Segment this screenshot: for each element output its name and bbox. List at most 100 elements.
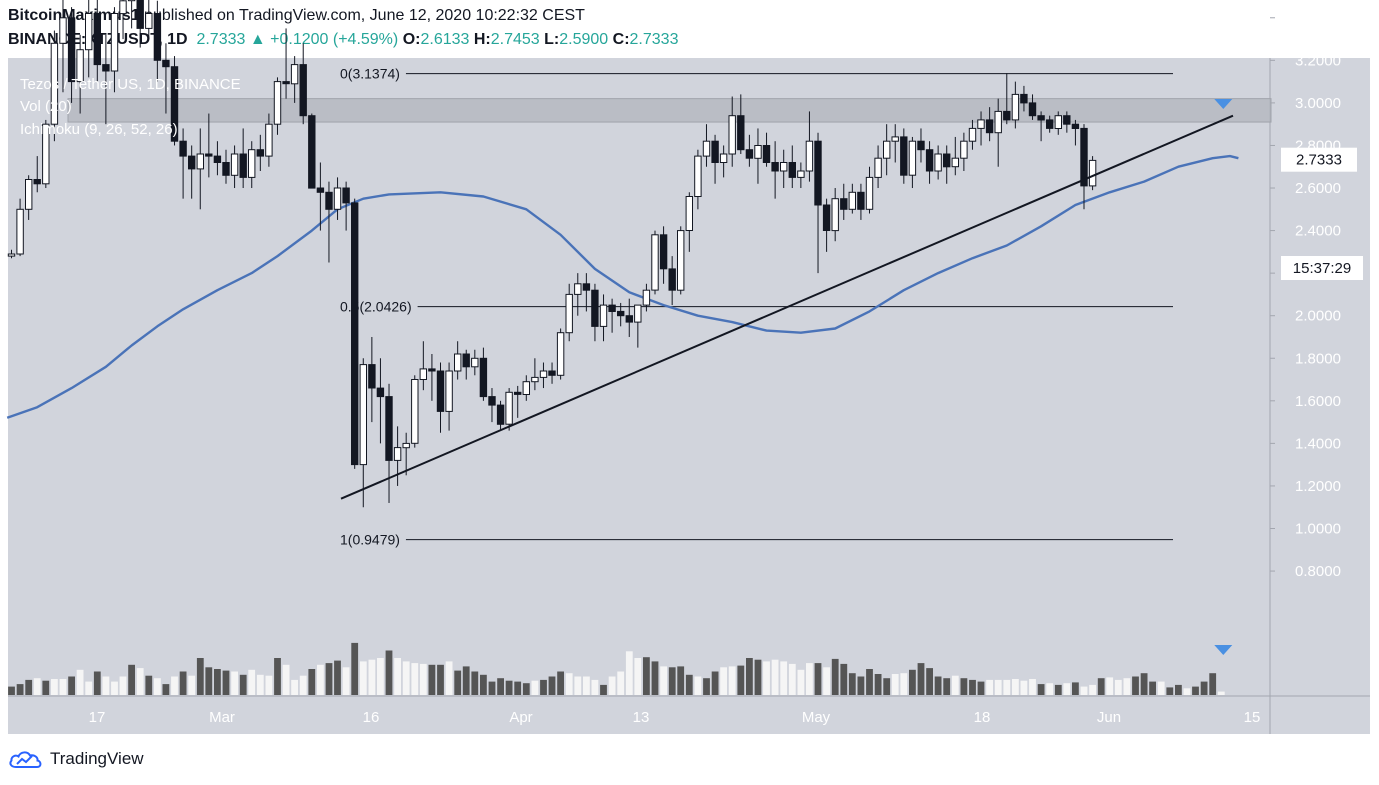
candle-body [67, 17, 76, 83]
footer-brand-text[interactable]: TradingView [50, 749, 144, 768]
candle [308, 113, 316, 189]
volume-bar [25, 679, 33, 695]
volume-bar [111, 681, 118, 695]
published-text: published on TradingView.com, June 12, 2… [144, 7, 585, 24]
candle [814, 132, 822, 274]
volume-bar [394, 658, 401, 695]
candle-body [531, 376, 539, 383]
candle-body [248, 149, 256, 178]
volume-bar [934, 676, 942, 695]
candle [351, 198, 359, 469]
candle [445, 362, 453, 431]
candle-body [634, 304, 642, 323]
candle [900, 128, 908, 184]
legend-ichimoku[interactable]: Ichimoku (9, 26, 52, 26) [20, 121, 178, 138]
volume-bar [1166, 687, 1174, 695]
candle [213, 141, 222, 176]
candle-body [771, 162, 779, 172]
candle-body [900, 136, 908, 176]
time-tick-label: 15 [1244, 709, 1261, 726]
candle-body [831, 198, 839, 232]
volume-bar [608, 676, 616, 695]
trendline [340, 114, 1234, 500]
volume-bar [162, 684, 170, 695]
candle-body [299, 64, 307, 117]
candle [642, 283, 651, 312]
candle-body [496, 404, 505, 425]
candle-body [617, 310, 625, 317]
candle [994, 98, 1002, 167]
volume-bar [179, 671, 187, 695]
candle-body [239, 153, 247, 178]
candle [934, 145, 942, 180]
volume-bar [617, 671, 625, 695]
fib-level-label: 0(3.1374) [340, 66, 400, 82]
candle-body [848, 191, 856, 210]
volume-bar [256, 674, 264, 695]
volume-bar [891, 674, 899, 695]
candle-body [179, 140, 187, 157]
volume-bar [1217, 691, 1225, 695]
volume-bar [299, 675, 307, 695]
candle [591, 283, 599, 342]
plot-area[interactable] [8, 58, 1270, 696]
candle [908, 136, 917, 189]
legend-volume[interactable]: Vol (20) [20, 98, 72, 115]
candle-body [1037, 115, 1045, 121]
candle-body [642, 289, 651, 306]
candle-body [591, 289, 599, 327]
candle [419, 341, 428, 391]
candle [16, 198, 24, 257]
low-value: 2.5900 [559, 31, 609, 48]
candle-body [290, 64, 299, 85]
candle-body [925, 149, 934, 172]
candle [719, 145, 728, 178]
candle-body [788, 162, 796, 178]
author-name[interactable]: BitcoinMaximus1 [8, 7, 140, 24]
chart-legend: Tezos / Tether US, 1D, BINANCE Vol (20) … [20, 76, 241, 138]
volume-bar [1192, 686, 1199, 695]
candle [1020, 85, 1028, 112]
volume-bars [8, 642, 1225, 695]
candle [50, 30, 59, 142]
legend-symbol[interactable]: Tezos / Tether US, 1D, BINANCE [20, 76, 241, 93]
candle [402, 432, 410, 476]
candle [762, 132, 771, 167]
candle [960, 132, 968, 171]
time-axis-area[interactable] [8, 696, 1370, 734]
candle-body [840, 198, 848, 210]
volume-bar [1029, 679, 1036, 695]
candle [874, 145, 882, 189]
volume-bar [265, 675, 273, 695]
candle [951, 136, 959, 176]
candle [393, 426, 402, 486]
volume-bar [480, 674, 487, 695]
candle-body [994, 110, 1002, 134]
volume-bar [454, 670, 462, 695]
volume-bar [668, 667, 676, 695]
candle [1037, 111, 1045, 142]
candle-body [754, 145, 762, 159]
candle [316, 162, 325, 231]
triangle-down-icon [1214, 645, 1233, 655]
volume-bar [428, 664, 436, 695]
candle-body [127, 0, 136, 2]
candle-body [737, 115, 745, 151]
volume-bar [445, 661, 453, 695]
candle-body [668, 268, 676, 291]
candle-body [822, 204, 831, 231]
candle [865, 166, 874, 214]
time-tick-label: 16 [363, 709, 380, 726]
candle-body [428, 368, 436, 372]
volume-bar [548, 676, 556, 695]
candle [454, 341, 462, 380]
close-label: C: [612, 31, 630, 48]
candle-body [1063, 115, 1071, 125]
candle [488, 388, 496, 423]
candle [634, 304, 642, 348]
volume-bar [377, 658, 384, 695]
candle-body [93, 13, 101, 66]
price-tick-label: 2.0000 [1295, 308, 1341, 325]
candle [831, 188, 839, 242]
